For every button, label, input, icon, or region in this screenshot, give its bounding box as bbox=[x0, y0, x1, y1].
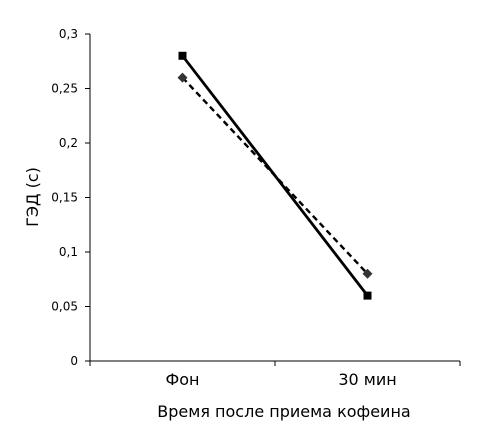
series-line-2 bbox=[181, 76, 369, 275]
series-2-diamond-marker bbox=[362, 268, 373, 279]
y-ticks: 0 0,05 0,1 0,15 0,2 0,25 0,3 bbox=[51, 27, 90, 368]
y-tick-label: 0,15 bbox=[51, 191, 78, 205]
y-tick-label: 0 bbox=[70, 354, 78, 368]
x-category-label: 30 мин bbox=[338, 370, 396, 389]
series-1-square-marker bbox=[363, 291, 372, 300]
y-tick-label: 0,3 bbox=[59, 27, 78, 41]
y-tick-label: 0,05 bbox=[51, 300, 78, 314]
y-tick-label: 0,2 bbox=[59, 136, 78, 150]
y-tick-label: 0,1 bbox=[59, 245, 78, 259]
series-1-square-marker bbox=[178, 51, 187, 60]
y-tick-label: 0,25 bbox=[51, 82, 78, 96]
x-ticks: Фон 30 мин bbox=[89, 361, 461, 389]
x-axis-title: Время после приема кофеина bbox=[157, 402, 410, 421]
series-layer bbox=[177, 51, 373, 300]
x-category-label: Фон bbox=[165, 370, 199, 389]
series-2-diamond-marker bbox=[177, 72, 188, 83]
axes bbox=[89, 34, 460, 362]
y-axis-title: ГЭД (с) bbox=[23, 167, 42, 227]
